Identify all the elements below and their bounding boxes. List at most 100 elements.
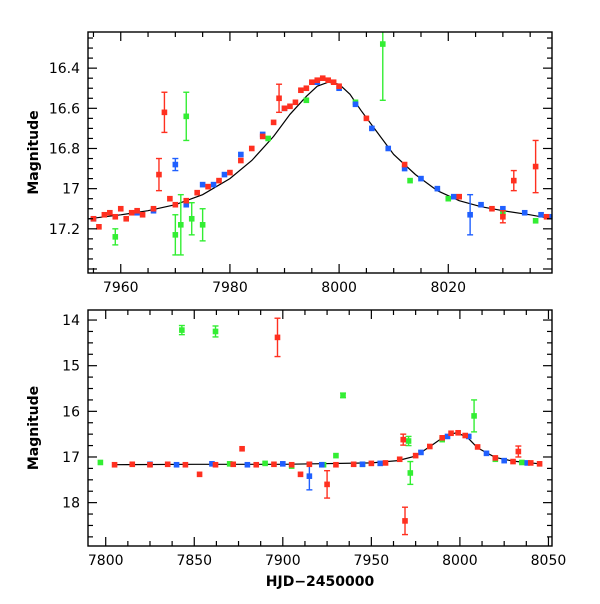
- data-point-red: [350, 461, 357, 468]
- data-point-red: [492, 455, 499, 461]
- data-point-green: [532, 217, 539, 224]
- y-tick-label: 18: [62, 496, 80, 512]
- data-point-blue: [199, 181, 206, 188]
- data-point-red: [281, 105, 288, 112]
- data-point-red: [271, 461, 277, 468]
- data-point-blue: [172, 161, 179, 168]
- data-point-red: [167, 195, 173, 202]
- data-point-blue: [244, 461, 251, 468]
- data-point-red: [456, 193, 462, 200]
- data-point-red: [182, 461, 189, 468]
- data-point-red: [156, 171, 162, 178]
- data-point-red: [288, 461, 295, 468]
- data-point-red: [412, 452, 419, 459]
- x-axis-title: HJD−2450000: [266, 574, 375, 590]
- data-point-red: [212, 461, 219, 468]
- data-point-red: [489, 205, 495, 212]
- data-point-blue: [377, 460, 384, 467]
- x-tick-label: 8000: [321, 280, 357, 296]
- plot-area: [97, 317, 543, 536]
- data-point-blue: [221, 171, 228, 178]
- data-point-blue: [418, 449, 424, 456]
- data-point-green: [178, 222, 184, 228]
- data-point-blue: [359, 461, 366, 468]
- data-point-red: [297, 471, 304, 478]
- data-point-blue: [501, 457, 507, 464]
- data-point-red: [129, 461, 136, 468]
- data-point-red: [227, 169, 233, 176]
- y-axis-title: Magnitude: [26, 110, 42, 194]
- x-tick-label: 7980: [212, 280, 248, 296]
- data-point-blue: [306, 473, 313, 479]
- y-tick-label: 17: [62, 182, 80, 198]
- data-point-red: [164, 461, 171, 468]
- data-point-red: [111, 461, 118, 468]
- data-point-blue: [478, 201, 484, 208]
- data-point-blue: [183, 201, 190, 208]
- data-point-blue: [483, 450, 490, 457]
- data-point-red: [183, 197, 190, 204]
- y-axis-title: Magnitude: [26, 386, 42, 470]
- series-red: [90, 75, 550, 230]
- panel-bottom: 7800 7850 7900 7950 8000 8050 14 15 16 17 18 Magnit…: [26, 309, 567, 590]
- x-tick-label: 8050: [531, 553, 567, 569]
- data-point-red: [248, 145, 255, 152]
- data-point-green: [407, 470, 414, 476]
- data-point-red: [532, 163, 539, 170]
- data-point-red: [253, 461, 260, 468]
- data-point-blue: [385, 145, 392, 152]
- data-point-blue: [401, 165, 408, 172]
- axes-frame: [87, 309, 553, 547]
- data-point-red: [287, 103, 293, 110]
- y-tick-label: 17.2: [49, 222, 80, 238]
- data-point-red: [205, 183, 211, 190]
- data-point-blue: [173, 461, 180, 468]
- data-point-red: [330, 79, 337, 86]
- y-tick-label: 16: [62, 404, 80, 420]
- data-point-blue: [434, 185, 441, 192]
- data-point-blue: [210, 181, 217, 188]
- data-point-red: [319, 75, 326, 81]
- data-point-red: [543, 213, 550, 220]
- data-point-red: [500, 213, 506, 220]
- data-point-red: [448, 430, 454, 437]
- data-point-red: [382, 460, 389, 466]
- data-point-blue: [450, 193, 457, 200]
- data-point-blue: [549, 213, 552, 220]
- y-tick-label: 16.8: [49, 141, 80, 157]
- data-point-blue: [318, 461, 325, 468]
- data-point-red: [462, 432, 469, 439]
- data-point-green: [188, 215, 195, 222]
- data-point-red: [274, 334, 281, 341]
- data-point-red: [101, 211, 108, 218]
- data-point-red: [306, 461, 313, 468]
- data-point-blue: [500, 205, 506, 212]
- data-point-green: [212, 328, 219, 335]
- data-point-red: [455, 429, 461, 436]
- data-point-green: [112, 234, 119, 240]
- data-point-red: [238, 157, 244, 164]
- data-point-green: [226, 461, 233, 467]
- data-point-red: [276, 95, 282, 102]
- y-tick-label: 16.4: [49, 61, 80, 77]
- data-point-red: [161, 109, 168, 116]
- data-point-blue: [369, 125, 375, 132]
- data-point-green: [265, 135, 271, 142]
- data-point-red: [107, 209, 113, 216]
- data-point-red: [172, 201, 179, 208]
- x-tick-label: 8000: [442, 553, 478, 569]
- data-point-red: [239, 445, 245, 452]
- y-tick-label: 14: [62, 313, 80, 329]
- panel-top: 7960 7980 8000 8020 16.4 16.6 16.8 17 17.2 Magnit…: [26, 31, 553, 296]
- data-point-red: [117, 205, 124, 212]
- data-point-red: [515, 448, 522, 455]
- series-green: [97, 324, 525, 486]
- data-point-red: [363, 115, 370, 122]
- data-point-red: [112, 213, 119, 220]
- x-tick-label: 8020: [430, 280, 466, 296]
- axes-frame: [87, 31, 553, 274]
- data-point-red: [536, 461, 543, 467]
- data-point-red: [270, 119, 277, 126]
